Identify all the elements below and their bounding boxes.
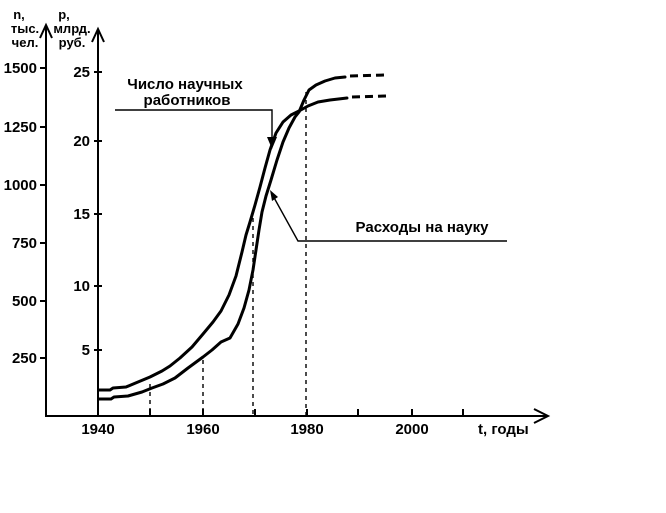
p-axis-unit-line2: млрд. (53, 21, 90, 36)
workers-curve (97, 96, 349, 392)
n-axis-tick-label: 1250 (4, 119, 37, 136)
p-axis-tick-label: 20 (73, 133, 90, 150)
n-axis-tick-label: 250 (12, 350, 37, 367)
t-axis-year-label: 1980 (290, 421, 323, 438)
n-axis-tick-label: 1500 (4, 60, 37, 77)
expenses-curve-extrapolation (349, 73, 386, 78)
p-axis-arrow-icon (91, 26, 105, 43)
p-axis-tick-label: 25 (73, 64, 90, 81)
expenses-leader-line (271, 193, 507, 242)
n-axis-arrow-icon (39, 22, 53, 39)
n-axis-unit-line3: чел. (12, 35, 39, 50)
p-axis-unit: p, млрд. руб. (53, 7, 90, 50)
t-axis-ticks: 1940 1960 1980 2000 (81, 409, 464, 438)
p-axis-tick-label: 15 (73, 206, 90, 223)
workers-leader-arrow-icon (267, 137, 277, 149)
workers-annotation-line1: Число научных (127, 76, 243, 93)
expenses-annotation: Расходы на науку (356, 219, 490, 236)
t-axis-year-label: 1940 (81, 421, 114, 438)
n-axis-ticks: 1500 1250 1000 750 500 250 (4, 60, 47, 367)
p-axis-tick-label: 5 (82, 342, 90, 359)
workers-annotation-line2: работников (144, 92, 231, 109)
n-axis-unit-line2: тыс. (11, 21, 39, 36)
t-axis-title: t, годы (478, 421, 529, 438)
p-axis-unit-line3: руб. (59, 35, 86, 50)
axis-lines (39, 22, 551, 424)
n-axis-unit: n, тыс. чел. (11, 7, 39, 50)
expenses-curve (97, 75, 347, 401)
p-axis-unit-line1: p, (58, 7, 70, 22)
p-axis-tick-label: 10 (73, 278, 90, 295)
annotation-leaders (115, 109, 507, 242)
t-axis-arrow-icon (533, 408, 551, 424)
n-axis-tick-label: 1000 (4, 177, 37, 194)
dashed-year-guides (149, 92, 307, 415)
t-axis-year-label: 1960 (186, 421, 219, 438)
n-axis-tick-label: 750 (12, 235, 37, 252)
data-curves (97, 73, 387, 401)
t-axis-year-label: 2000 (395, 421, 428, 438)
n-axis-unit-line1: n, (13, 7, 25, 22)
workers-leader-line (115, 109, 273, 142)
n-axis-tick-label: 500 (12, 293, 37, 310)
expenses-leader-arrow-icon (270, 190, 278, 201)
p-axis-ticks: 25 20 15 10 5 (73, 64, 102, 359)
workers-curve-extrapolation (351, 94, 387, 99)
